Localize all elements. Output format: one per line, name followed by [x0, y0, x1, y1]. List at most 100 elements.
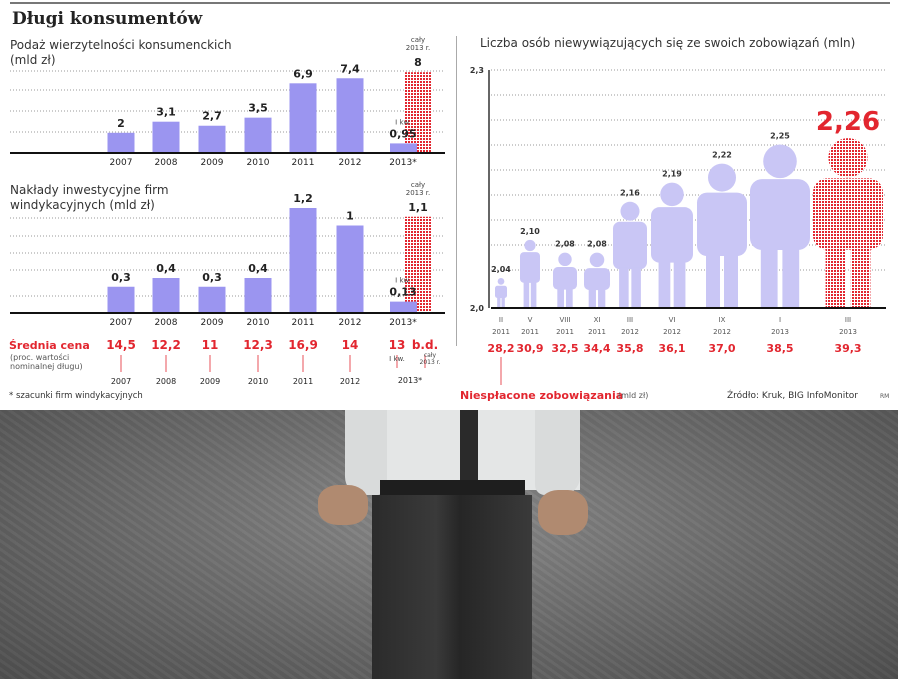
figure-value-label: 2,16: [620, 189, 640, 198]
bar-2010: [244, 117, 272, 153]
bar-value-label: 0,4: [156, 262, 176, 275]
photo-man-empty-pockets: [0, 410, 898, 679]
chart2-title: Nakłady inwestycyjne firm windykacyjnych…: [10, 183, 169, 212]
right-chart: 2,32,02,04II201128,22,10V201130,92,08VII…: [470, 66, 886, 385]
year-label: 2013: [839, 328, 857, 336]
bar-value-label: 0,3: [202, 271, 222, 284]
person-figure-I-2013: [750, 144, 810, 308]
unpaid-debt-value: 36,1: [658, 342, 685, 355]
person-leg: [501, 296, 505, 308]
person-leg: [782, 247, 800, 308]
bar-value-label: 0,3: [111, 271, 131, 284]
bar-value-label: 3,5: [248, 102, 268, 115]
x-tick-label: 2011: [292, 158, 315, 168]
bar-value-label: 0,95: [389, 127, 416, 140]
bar-2010: [244, 278, 272, 313]
month-label: VI: [669, 316, 676, 324]
month-label: V: [528, 316, 533, 324]
person-body: [651, 207, 693, 263]
person-head: [589, 252, 605, 268]
year-label: 2012: [340, 377, 360, 386]
x-tick-label: 2009: [201, 318, 224, 328]
full-year-label: cały: [411, 36, 425, 44]
year-label: 2013*: [398, 376, 422, 385]
estimate-bar-full-year: [405, 216, 432, 313]
year-label: 2011: [588, 328, 606, 336]
bar-2007: [107, 132, 135, 153]
x-tick-label: 2012: [339, 318, 362, 328]
x-tick-label: 2007: [110, 158, 133, 168]
person-leg: [557, 287, 565, 308]
month-label: I: [779, 316, 781, 324]
person-head: [708, 163, 736, 192]
x-tick-label: 2009: [201, 158, 224, 168]
price-subtitle: (proc. wartości nominalnej długu): [10, 353, 83, 371]
person-figure-VI-2012: [651, 182, 693, 308]
person-leg: [523, 280, 530, 308]
unpaid-debt-value: 35,8: [616, 342, 643, 355]
bar-value-label: 2,7: [202, 110, 222, 123]
person-figure-V-2011: [520, 239, 540, 308]
year-label: 2009: [200, 377, 220, 386]
top-rule: [10, 2, 890, 4]
bar-value-label: 7,4: [340, 62, 360, 75]
bar-2013*: [390, 143, 417, 153]
year-label: 2011: [521, 328, 539, 336]
bar-2012: [336, 225, 364, 313]
unpaid-debt-value: 34,4: [583, 342, 610, 355]
person-head: [763, 144, 797, 179]
estimate-bar-full-year: [405, 72, 432, 153]
bar-value-label: 0,13: [389, 286, 416, 299]
person-body: [813, 178, 883, 250]
person-leg: [706, 254, 720, 308]
figure-value-label: 2,22: [712, 151, 732, 160]
bar-2008: [152, 121, 180, 153]
bar-2007: [107, 286, 135, 313]
month-label: II: [499, 316, 503, 324]
bar-2011: [289, 208, 317, 313]
month-label: VIII: [560, 316, 571, 324]
person-body: [584, 268, 610, 291]
person-head: [660, 182, 684, 207]
figure-value-label: 2,19: [662, 170, 682, 179]
person-figure-IX-2012: [697, 163, 747, 308]
person-leg: [619, 267, 629, 308]
tie: [460, 410, 478, 485]
avg-price-value: 14,5: [106, 338, 136, 352]
highlight-value-label: 2,26: [816, 107, 880, 137]
person-leg: [530, 280, 537, 308]
person-leg: [724, 254, 738, 308]
chart3-title: Liczba osób niewywiązujących się ze swoi…: [480, 36, 856, 50]
person-body: [750, 179, 810, 250]
person-figure-III-2012: [613, 201, 647, 308]
chart1-title: Podaż wierzytelności konsumenckich (mld …: [10, 38, 232, 67]
bar-2009: [198, 125, 226, 153]
person-head: [497, 278, 505, 285]
month-label: III: [845, 316, 851, 324]
figure-value-label: 2,04: [491, 265, 511, 274]
estimate-value-label: 8: [414, 56, 422, 69]
person-leg: [631, 267, 641, 308]
bar-2013*: [390, 301, 417, 313]
left-hand: [318, 485, 368, 525]
bar-2009: [198, 286, 226, 313]
x-tick-label: 2008: [155, 318, 178, 328]
year-label: 2007: [111, 377, 131, 386]
unpaid-debt-value: 28,2: [487, 342, 514, 355]
bar-2008: [152, 278, 180, 313]
person-figure-II-2011: [495, 278, 507, 308]
figure-value-label: 2,10: [520, 227, 540, 236]
initials: RM: [880, 393, 890, 400]
bar-2011: [289, 83, 317, 153]
full-year-label: cały: [411, 181, 425, 189]
unpaid-debt-value: 30,9: [516, 342, 543, 355]
full-year-label: cały: [424, 352, 437, 359]
x-tick-label: 2013*: [389, 158, 417, 168]
person-figure-III-2013: [813, 138, 883, 308]
bar-value-label: 2: [117, 117, 125, 130]
year-label: 2012: [621, 328, 639, 336]
person-leg: [673, 260, 686, 308]
full-year-label: 2013 r.: [406, 189, 431, 197]
bar-2012: [336, 78, 364, 153]
y-tick-label: 2,0: [470, 304, 485, 313]
